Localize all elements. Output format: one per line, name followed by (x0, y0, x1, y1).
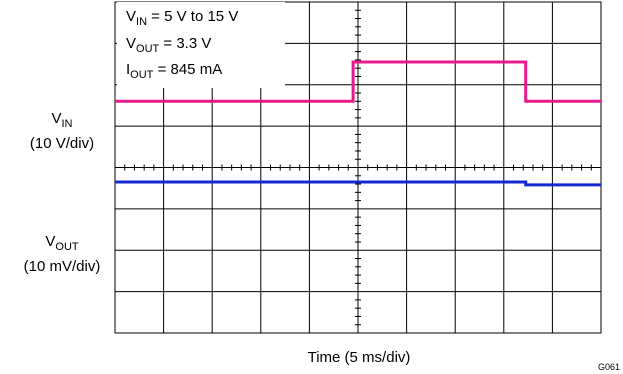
grid (115, 2, 601, 333)
vout-trace (115, 180, 601, 187)
vout-channel-label: VOUT (45, 233, 79, 253)
vin-trace (115, 60, 601, 103)
traces (115, 60, 601, 187)
test-conditions: VIN = 5 V to 15 V VOUT = 3.3 V IOUT = 84… (117, 2, 285, 88)
vin-channel-label: VIN (51, 110, 73, 130)
vin-condition: VIN = 5 V to 15 V (126, 8, 239, 28)
x-axis-label: Time (5 ms/div) (307, 349, 411, 366)
figure-id: G061 (597, 362, 620, 372)
vin-scale-label: (10 V/div) (29, 135, 95, 152)
iout-condition: IOUT = 845 mA (126, 61, 223, 81)
vout-condition: VOUT = 3.3 V (126, 35, 212, 55)
vout-scale-label: (10 mV/div) (23, 258, 101, 275)
center-ticks (124, 9, 592, 326)
